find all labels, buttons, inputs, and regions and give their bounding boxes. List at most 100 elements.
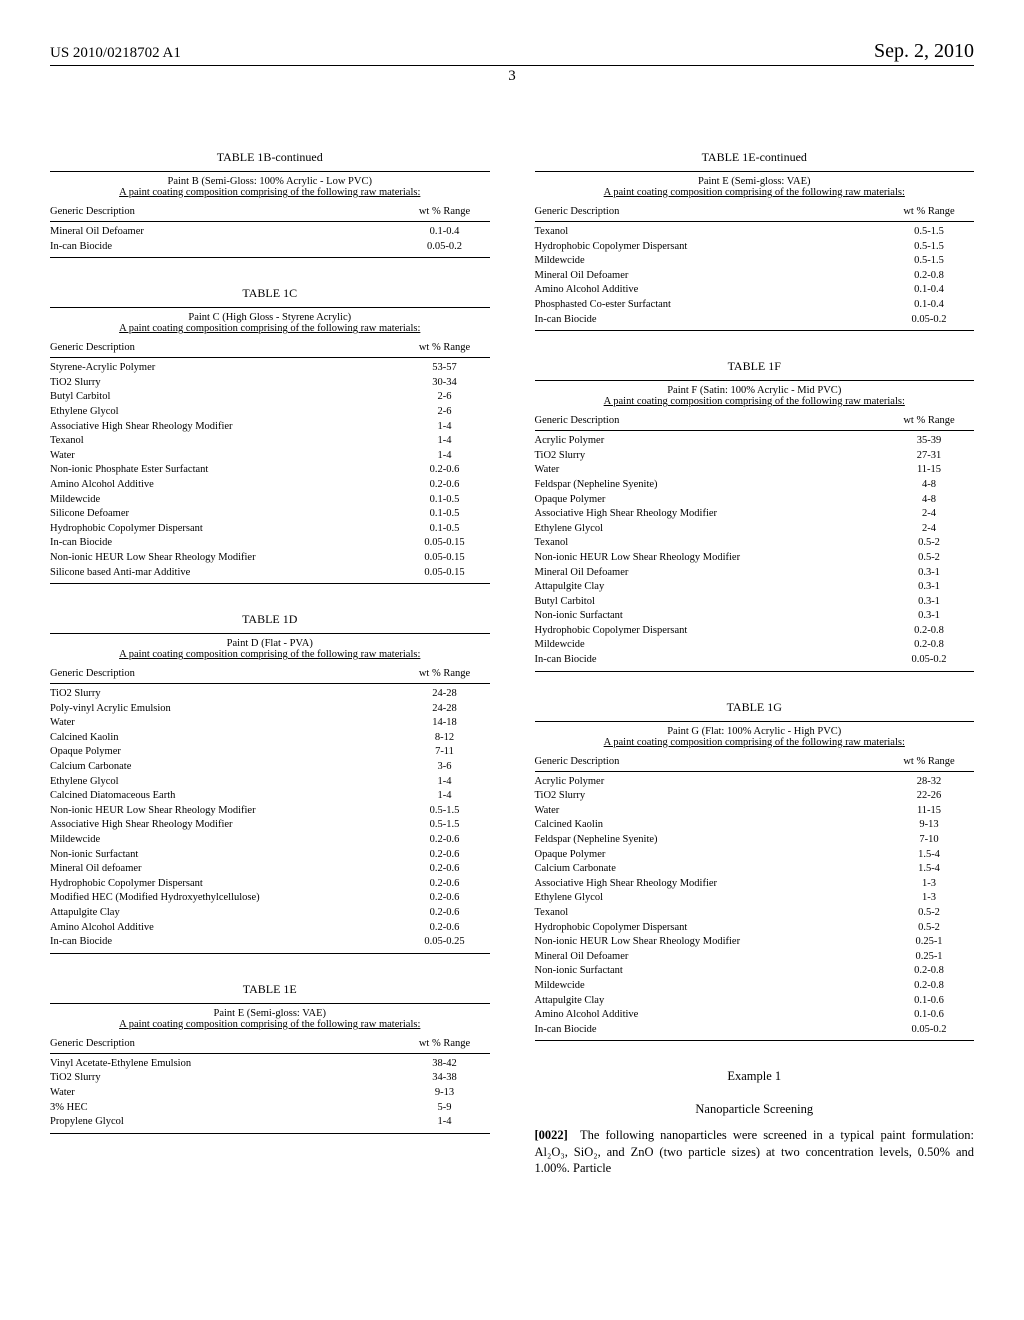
cell-range: 0.25-1 [884,935,974,950]
cell-range: 0.1-0.5 [400,493,490,508]
table-row: In-can Biocide0.05-0.2 [535,653,975,671]
table-1e-part1: TABLE 1E Paint E (Semi-gloss: VAE) A pai… [50,982,490,1134]
table-subtitle: Paint C (High Gloss - Styrene Acrylic) [50,312,490,323]
table-1b: TABLE 1B-continued Paint B (Semi-Gloss: … [50,150,490,258]
table-row: Ethylene Glycol2-6 [50,405,490,420]
table-row: Mildewcide0.1-0.5 [50,493,490,508]
cell-desc: Associative High Shear Rheology Modifier [50,818,400,833]
cell-desc: Calcined Kaolin [50,731,400,746]
example-subheading: Nanoparticle Screening [535,1102,975,1117]
table-row: Associative High Shear Rheology Modifier… [535,877,975,892]
col-header: Generic Description [50,202,400,222]
cell-desc: Acrylic Polymer [535,771,885,789]
cell-range: 0.1-0.6 [884,1008,974,1023]
table-row: Hydrophobic Copolymer Dispersant0.1-0.5 [50,522,490,537]
cell-range: 0.05-0.15 [400,551,490,566]
table-1c: TABLE 1C Paint C (High Gloss - Styrene A… [50,286,490,584]
cell-desc: Silicone based Anti-mar Additive [50,566,400,584]
cell-desc: Acrylic Polymer [535,431,885,449]
cell-desc: Texanol [535,906,885,921]
table-row: Opaque Polymer7-11 [50,745,490,760]
table-row: Associative High Shear Rheology Modifier… [50,818,490,833]
cell-range: 9-13 [884,818,974,833]
cell-desc: Vinyl Acetate-Ethylene Emulsion [50,1053,400,1071]
table-row: TiO2 Slurry27-31 [535,449,975,464]
cell-desc: Hydrophobic Copolymer Dispersant [535,624,885,639]
table-title: TABLE 1B-continued [50,150,490,165]
table-row: Mineral Oil Defoamer0.3-1 [535,566,975,581]
cell-range: 3-6 [400,760,490,775]
cell-range: 0.05-0.2 [884,313,974,331]
cell-desc: In-can Biocide [535,313,885,331]
cell-desc: Associative High Shear Rheology Modifier [535,507,885,522]
cell-desc: Mineral Oil Defoamer [535,269,885,284]
cell-desc: Hydrophobic Copolymer Dispersant [50,877,400,892]
cell-range: 0.2-0.8 [884,624,974,639]
cell-desc: Associative High Shear Rheology Modifier [535,877,885,892]
cell-desc: TiO2 Slurry [50,1071,400,1086]
cell-range: 0.05-0.25 [400,935,490,953]
cell-range: 0.3-1 [884,566,974,581]
table-row: Mineral Oil defoamer0.2-0.6 [50,862,490,877]
table-row: Acrylic Polymer28-32 [535,771,975,789]
table-subtitle: Paint E (Semi-gloss: VAE) [50,1008,490,1019]
cell-range: 0.5-1.5 [884,240,974,255]
cell-desc: TiO2 Slurry [50,376,400,391]
table-row: Feldspar (Nepheline Syenite)7-10 [535,833,975,848]
cell-desc: TiO2 Slurry [535,789,885,804]
cell-range: 0.2-0.8 [884,269,974,284]
table-row: Attapulgite Clay0.1-0.6 [535,994,975,1009]
table-row: Non-ionic HEUR Low Shear Rheology Modifi… [535,935,975,950]
cell-desc: Propylene Glycol [50,1115,400,1133]
table-row: Mildewcide0.2-0.6 [50,833,490,848]
cell-desc: In-can Biocide [50,240,400,258]
cell-desc: Attapulgite Clay [535,994,885,1009]
cell-range: 0.5-2 [884,906,974,921]
cell-desc: Texanol [535,222,885,240]
cell-desc: Water [535,463,885,478]
table-row: Calcium Carbonate3-6 [50,760,490,775]
table-row: Non-ionic HEUR Low Shear Rheology Modifi… [50,804,490,819]
table-title: TABLE 1D [50,612,490,627]
cell-desc: Calcium Carbonate [535,862,885,877]
para-num: [0022] [535,1128,568,1142]
cell-desc: Water [535,804,885,819]
cell-range: 24-28 [400,702,490,717]
right-column: TABLE 1E-continued Paint E (Semi-gloss: … [535,150,975,1176]
cell-range: 1-4 [400,420,490,435]
cell-range: 1.5-4 [884,862,974,877]
cell-range: 0.05-0.2 [884,653,974,671]
cell-range: 0.2-0.8 [884,964,974,979]
cell-range: 1-4 [400,1115,490,1133]
cell-desc: Amino Alcohol Additive [50,921,400,936]
cell-range: 1-3 [884,891,974,906]
cell-range: 0.3-1 [884,595,974,610]
table-title: TABLE 1G [535,700,975,715]
cell-desc: Water [50,1086,400,1101]
table-row: Non-ionic Surfactant0.2-0.6 [50,848,490,863]
cell-range: 1-4 [400,449,490,464]
table-row: Calcined Kaolin9-13 [535,818,975,833]
cell-range: 0.2-0.8 [884,638,974,653]
cell-desc: Mineral Oil Defoamer [535,950,885,965]
table-1f: TABLE 1F Paint F (Satin: 100% Acrylic - … [535,359,975,672]
table-row: Phosphasted Co-ester Surfactant0.1-0.4 [535,298,975,313]
cell-range: 5-9 [400,1101,490,1116]
table-row: Texanol0.5-1.5 [535,222,975,240]
table-row: Opaque Polymer1.5-4 [535,848,975,863]
table-row: Water1-4 [50,449,490,464]
cell-desc: Opaque Polymer [535,848,885,863]
table-row: Mildewcide0.5-1.5 [535,254,975,269]
cell-desc: Non-ionic Surfactant [535,609,885,624]
cell-range: 0.2-0.6 [400,921,490,936]
cell-range: 4-8 [884,493,974,508]
table-title: TABLE 1F [535,359,975,374]
table-row: In-can Biocide0.05-0.25 [50,935,490,953]
cell-range: 24-28 [400,684,490,702]
cell-desc: Mildewcide [50,833,400,848]
cell-desc: Non-ionic HEUR Low Shear Rheology Modifi… [535,551,885,566]
cell-desc: Mildewcide [535,979,885,994]
table-row: TiO2 Slurry24-28 [50,684,490,702]
pub-date: Sep. 2, 2010 [874,40,974,63]
cell-range: 0.1-0.4 [400,222,490,240]
